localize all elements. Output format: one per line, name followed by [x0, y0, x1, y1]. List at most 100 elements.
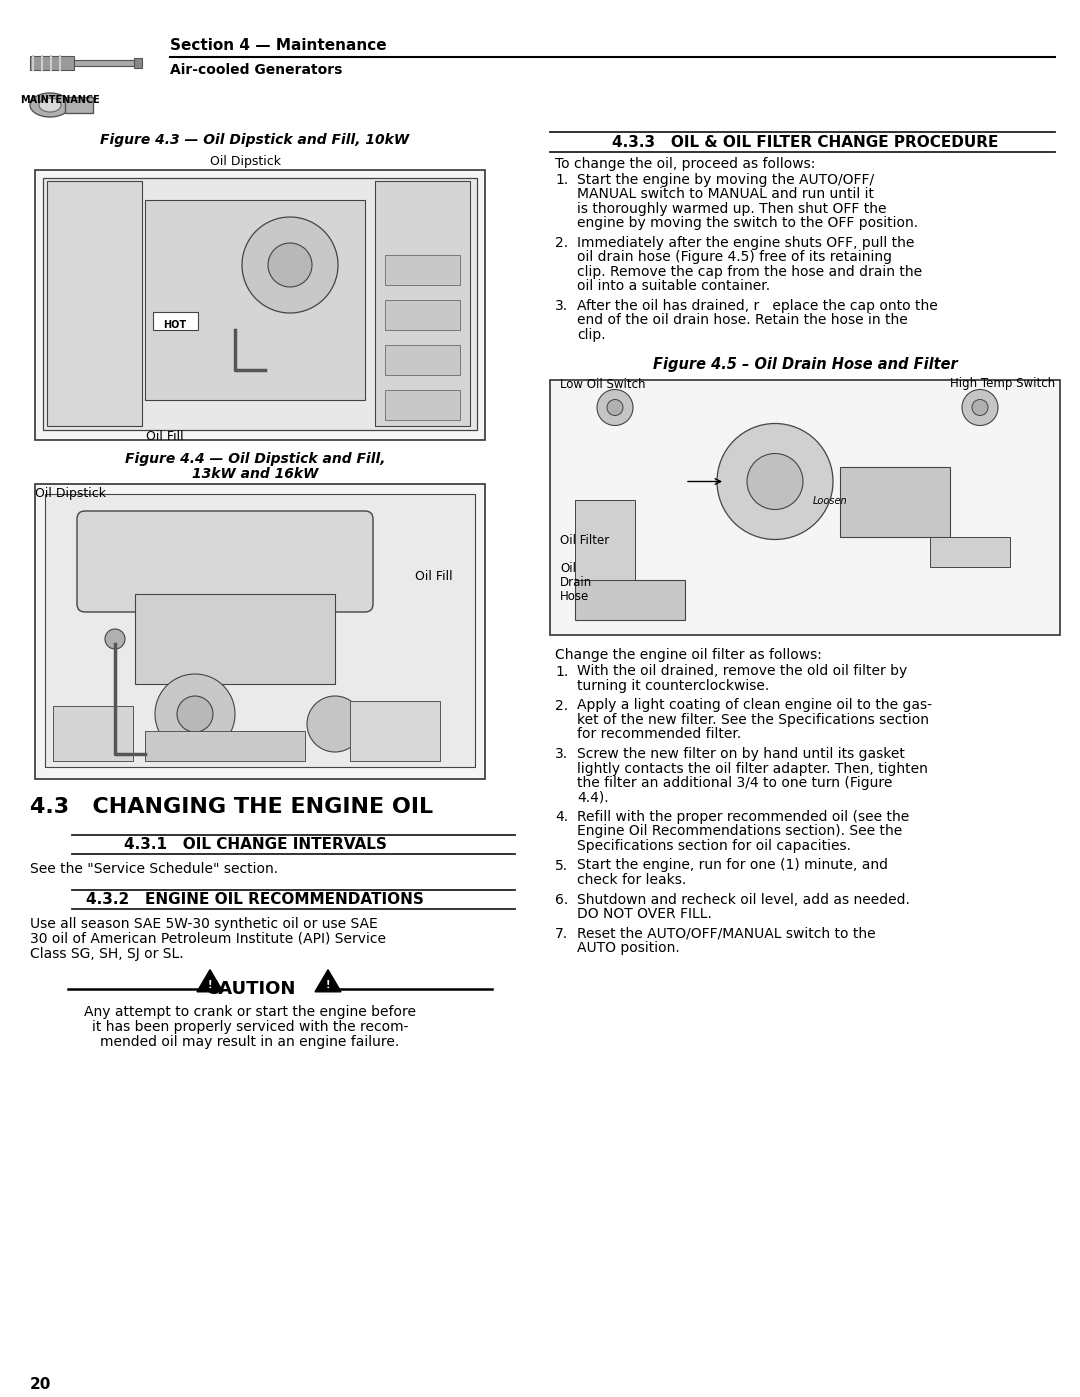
Text: Reset the AUTO/OFF/MANUAL switch to the: Reset the AUTO/OFF/MANUAL switch to the: [577, 926, 876, 940]
Text: check for leaks.: check for leaks.: [577, 873, 686, 887]
Bar: [65, 96, 93, 113]
FancyBboxPatch shape: [77, 511, 373, 612]
Text: 6.: 6.: [555, 893, 568, 907]
Text: Oil Filter: Oil Filter: [561, 535, 609, 548]
Text: Section 4 — Maintenance: Section 4 — Maintenance: [170, 38, 387, 53]
Text: Oil Fill: Oil Fill: [415, 570, 453, 583]
Text: Immediately after the engine shuts OFF, pull the: Immediately after the engine shuts OFF, …: [577, 236, 915, 250]
Text: ket of the new filter. See the Specifications section: ket of the new filter. See the Specifica…: [577, 712, 929, 726]
Text: 3.: 3.: [555, 299, 568, 313]
Circle shape: [747, 454, 804, 510]
Circle shape: [307, 696, 363, 752]
Bar: [153, 312, 198, 330]
Circle shape: [156, 673, 235, 754]
Text: Low Oil Switch: Low Oil Switch: [561, 377, 646, 391]
Text: clip.: clip.: [577, 328, 606, 342]
Text: Change the engine oil filter as follows:: Change the engine oil filter as follows:: [555, 648, 822, 662]
Text: 4.4).: 4.4).: [577, 791, 609, 805]
Text: it has been properly serviced with the recom-: it has been properly serviced with the r…: [92, 1020, 408, 1034]
Ellipse shape: [30, 94, 70, 117]
Text: 30 oil of American Petroleum Institute (API) Service: 30 oil of American Petroleum Institute (…: [30, 932, 386, 946]
Text: 3.: 3.: [555, 747, 568, 761]
Text: 7.: 7.: [555, 926, 568, 940]
Text: Class SG, SH, SJ or SL.: Class SG, SH, SJ or SL.: [30, 947, 184, 961]
Text: Oil Fill: Oil Fill: [146, 430, 184, 443]
Text: Start the engine by moving the AUTO/OFF/: Start the engine by moving the AUTO/OFF/: [577, 173, 874, 187]
Text: Figure 4.4 — Oil Dipstick and Fill,: Figure 4.4 — Oil Dipstick and Fill,: [125, 453, 386, 467]
Bar: [930, 536, 1010, 567]
Text: Apply a light coating of clean engine oil to the gas-: Apply a light coating of clean engine oi…: [577, 698, 932, 712]
Bar: [145, 200, 365, 400]
Bar: [134, 59, 141, 68]
Text: Hose: Hose: [561, 590, 590, 602]
Circle shape: [962, 390, 998, 426]
Text: 13kW and 16kW: 13kW and 16kW: [192, 467, 319, 481]
Text: 20: 20: [30, 1377, 52, 1391]
Text: Any attempt to crank or start the engine before: Any attempt to crank or start the engine…: [84, 1004, 416, 1018]
Circle shape: [242, 217, 338, 313]
Polygon shape: [197, 970, 222, 992]
Text: MANUAL switch to MANUAL and run until it: MANUAL switch to MANUAL and run until it: [577, 187, 874, 201]
Bar: [384, 390, 460, 420]
Text: 1.: 1.: [555, 665, 568, 679]
Text: MAINTENANCE: MAINTENANCE: [21, 95, 99, 105]
Text: 1.: 1.: [555, 173, 568, 187]
Text: 2.: 2.: [555, 698, 568, 712]
Text: To change the oil, proceed as follows:: To change the oil, proceed as follows:: [555, 156, 815, 170]
Text: 4.3   CHANGING THE ENGINE OIL: 4.3 CHANGING THE ENGINE OIL: [30, 798, 433, 817]
Text: Air-cooled Generators: Air-cooled Generators: [170, 63, 342, 77]
Text: 5.: 5.: [555, 859, 568, 873]
Circle shape: [597, 390, 633, 426]
Text: HOT: HOT: [163, 320, 187, 330]
Text: 4.3.3   OIL & OIL FILTER CHANGE PROCEDURE: 4.3.3 OIL & OIL FILTER CHANGE PROCEDURE: [611, 136, 998, 149]
Bar: [53, 705, 133, 761]
Text: Loosen: Loosen: [812, 496, 848, 507]
Bar: [35, 170, 485, 440]
Bar: [75, 60, 134, 66]
Bar: [375, 182, 470, 426]
Circle shape: [717, 423, 833, 539]
Text: 4.3.2   ENGINE OIL RECOMMENDATIONS: 4.3.2 ENGINE OIL RECOMMENDATIONS: [86, 893, 424, 907]
Circle shape: [105, 629, 125, 650]
Text: Oil: Oil: [561, 562, 576, 574]
Bar: [350, 701, 440, 761]
Text: 4.3.1   OIL CHANGE INTERVALS: 4.3.1 OIL CHANGE INTERVALS: [123, 837, 387, 852]
Text: the filter an additional 3/4 to one turn (Figure: the filter an additional 3/4 to one turn…: [577, 775, 892, 789]
Bar: [145, 731, 305, 761]
Text: oil drain hose (Figure 4.5) free of its retaining: oil drain hose (Figure 4.5) free of its …: [577, 250, 892, 264]
Text: With the oil drained, remove the old oil filter by: With the oil drained, remove the old oil…: [577, 665, 907, 679]
Text: !: !: [207, 979, 213, 989]
Text: Figure 4.5 – Oil Drain Hose and Filter: Figure 4.5 – Oil Drain Hose and Filter: [652, 358, 957, 373]
Text: Refill with the proper recommended oil (see the: Refill with the proper recommended oil (…: [577, 810, 909, 824]
Text: turning it counterclockwise.: turning it counterclockwise.: [577, 679, 769, 693]
Bar: [840, 467, 950, 536]
Text: After the oil has drained, r   eplace the cap onto the: After the oil has drained, r eplace the …: [577, 299, 937, 313]
Text: Specifications section for oil capacities.: Specifications section for oil capacitie…: [577, 840, 851, 854]
Bar: [384, 256, 460, 285]
Bar: [45, 495, 475, 767]
Text: See the "Service Schedule" section.: See the "Service Schedule" section.: [30, 862, 279, 876]
Circle shape: [268, 243, 312, 286]
Text: CAUTION: CAUTION: [205, 981, 295, 997]
Text: engine by moving the switch to the OFF position.: engine by moving the switch to the OFF p…: [577, 217, 918, 231]
Bar: [135, 594, 335, 685]
Text: Use all season SAE 5W-30 synthetic oil or use SAE: Use all season SAE 5W-30 synthetic oil o…: [30, 916, 378, 930]
Text: clip. Remove the cap from the hose and drain the: clip. Remove the cap from the hose and d…: [577, 265, 922, 279]
Text: mended oil may result in an engine failure.: mended oil may result in an engine failu…: [100, 1035, 400, 1049]
Text: !: !: [326, 979, 330, 989]
Text: DO NOT OVER FILL.: DO NOT OVER FILL.: [577, 907, 712, 921]
Text: oil into a suitable container.: oil into a suitable container.: [577, 279, 770, 293]
Text: is thoroughly warmed up. Then shut OFF the: is thoroughly warmed up. Then shut OFF t…: [577, 203, 887, 217]
Text: Start the engine, run for one (1) minute, and: Start the engine, run for one (1) minute…: [577, 859, 888, 873]
Bar: [575, 500, 635, 580]
Ellipse shape: [39, 98, 60, 112]
Circle shape: [607, 400, 623, 415]
Text: AUTO position.: AUTO position.: [577, 942, 679, 956]
Circle shape: [972, 400, 988, 415]
Text: end of the oil drain hose. Retain the hose in the: end of the oil drain hose. Retain the ho…: [577, 313, 908, 327]
Bar: [35, 483, 485, 780]
Text: 4.: 4.: [555, 810, 568, 824]
Text: Figure 4.3 — Oil Dipstick and Fill, 10kW: Figure 4.3 — Oil Dipstick and Fill, 10kW: [100, 133, 409, 147]
Text: Drain: Drain: [561, 576, 592, 588]
Text: Shutdown and recheck oil level, add as needed.: Shutdown and recheck oil level, add as n…: [577, 893, 909, 907]
